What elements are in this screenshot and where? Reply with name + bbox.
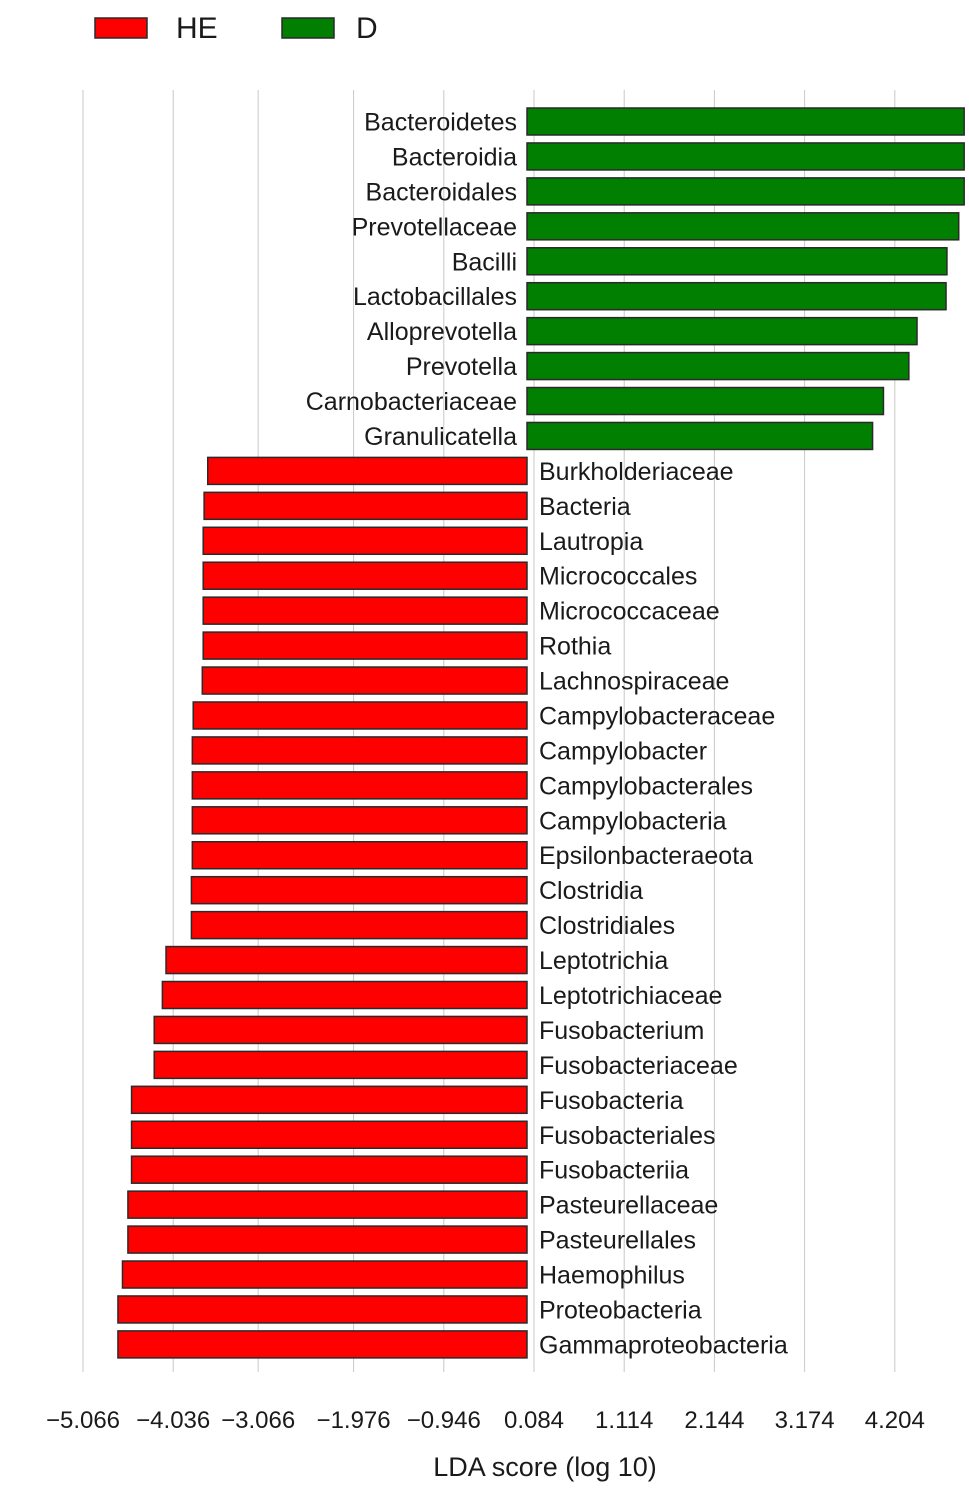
bar-fusobacterium: [153, 1015, 528, 1045]
bar-label: Lachnospiraceae: [539, 668, 729, 696]
bar-bacteroidia: [526, 142, 965, 171]
legend: HE D: [94, 12, 378, 45]
bar-label: Campylobacteria: [539, 807, 727, 835]
x-tick-label: −1.976: [317, 1407, 391, 1434]
bar-label: Campylobacterales: [539, 772, 753, 800]
x-axis-title: LDA score (log 10): [433, 1452, 657, 1482]
bar-label: Pasteurellaceae: [539, 1192, 718, 1220]
bar-campylobacteraceae: [192, 701, 528, 730]
bar-label: Fusobacteriaceae: [539, 1052, 738, 1080]
bar-fusobacteriia: [130, 1155, 528, 1184]
bar-campylobacteria: [191, 806, 528, 835]
bar-label: Prevotella: [406, 353, 517, 381]
bar-label: Bacilli: [452, 248, 517, 276]
legend-label: HE: [176, 12, 218, 45]
x-axis: −5.066 −4.036 −3.066 −1.976 −0.946 0.084 1.114…: [46, 1407, 925, 1434]
x-tick-label: 3.174: [775, 1407, 835, 1434]
bar-label: Leptotrichiaceae: [539, 982, 722, 1010]
legend-swatch-he: [94, 17, 148, 39]
bar-label: Bacteria: [539, 493, 631, 521]
bar-proteobacteria: [117, 1295, 528, 1324]
bar-label: Bacteroidia: [392, 143, 517, 171]
bar-burkholderiaceae: [206, 456, 528, 486]
bar-leptotrichia: [165, 945, 528, 975]
bar-clostridia: [190, 875, 528, 905]
bar-bacteroidales: [526, 177, 965, 206]
x-tick-label: −0.946: [407, 1407, 481, 1434]
bar-micrococcaceae: [202, 596, 528, 625]
bar-bacteroidetes: [526, 107, 965, 136]
bar-label: Fusobacterium: [539, 1017, 704, 1045]
bar-fusobacteria: [130, 1085, 528, 1115]
bar-label: Clostridia: [539, 877, 643, 905]
bar-label: Fusobacteriia: [539, 1157, 689, 1185]
bar-label: Campylobacteraceae: [539, 702, 775, 730]
x-tick-label: 2.144: [684, 1407, 744, 1434]
bar-fusobacteriales: [130, 1120, 528, 1150]
bar-prevotella: [526, 351, 910, 381]
bar-label: Rothia: [539, 633, 611, 661]
bar-label: Fusobacteriales: [539, 1122, 715, 1150]
x-tick-label: 4.204: [865, 1407, 925, 1434]
bar-label: Carnobacteriaceae: [306, 388, 517, 416]
bar-label: Alloprevotella: [367, 318, 517, 346]
bar-label: Prevotellaceae: [352, 213, 517, 241]
bar-lachnospiraceae: [201, 666, 528, 695]
legend-label: D: [356, 12, 378, 45]
bar-campylobacterales: [191, 771, 528, 800]
bar-alloprevotella: [526, 316, 918, 346]
bar-lactobacillales: [526, 281, 947, 311]
bar-label: Campylobacter: [539, 737, 707, 765]
bars: [117, 107, 965, 1359]
bar-label: Pasteurellales: [539, 1227, 696, 1255]
bar-clostridiales: [190, 910, 528, 940]
x-tick-label: 0.084: [504, 1407, 564, 1434]
bar-label: Lautropia: [539, 528, 643, 556]
bar-prevotellaceae: [526, 212, 960, 241]
bar-label: Micrococcaceae: [539, 598, 720, 626]
bar-label: Lactobacillales: [353, 283, 517, 311]
bar-label: Clostridiales: [539, 912, 675, 940]
bar-label: Fusobacteria: [539, 1087, 684, 1115]
bar-label: Micrococcales: [539, 563, 697, 591]
x-tick-label: −5.066: [46, 1407, 120, 1434]
bar-granulicatella: [526, 421, 874, 451]
bar-label: Burkholderiaceae: [539, 458, 734, 486]
bar-rothia: [202, 631, 528, 660]
bar-bacteria: [203, 491, 528, 521]
bar-label: Proteobacteria: [539, 1296, 702, 1324]
bar-labels: Bacteroidetes Bacteroidia Bacteroidales Pre…: [306, 109, 788, 1360]
bar-haemophilus: [121, 1260, 528, 1289]
bar-label: Epsilonbacteraeota: [539, 842, 753, 870]
bar-carnobacteriaceae: [526, 386, 885, 416]
bar-pasteurellaceae: [127, 1190, 528, 1219]
bar-label: Leptotrichia: [539, 947, 668, 975]
bar-bacilli: [526, 247, 948, 276]
bar-label: Granulicatella: [364, 423, 517, 451]
x-tick-label: 1.114: [595, 1407, 653, 1434]
bar-label: Bacteroidetes: [364, 109, 517, 137]
bar-epsilonbacteraeota: [191, 840, 528, 870]
bar-pasteurellales: [127, 1225, 528, 1254]
bar-leptotrichiaceae: [161, 980, 528, 1010]
x-tick-label: −3.066: [221, 1407, 295, 1434]
legend-swatch-d: [281, 17, 335, 39]
bar-label: Bacteroidales: [366, 178, 517, 206]
bar-label: Gammaproteobacteria: [539, 1331, 788, 1359]
bar-lautropia: [202, 526, 528, 556]
bar-campylobacter: [191, 736, 528, 765]
bar-label: Haemophilus: [539, 1262, 685, 1290]
x-tick-label: −4.036: [136, 1407, 210, 1434]
bar-micrococcales: [202, 561, 528, 590]
bar-fusobacteriaceae: [153, 1050, 528, 1080]
bar-gammaproteobacteria: [117, 1330, 528, 1359]
